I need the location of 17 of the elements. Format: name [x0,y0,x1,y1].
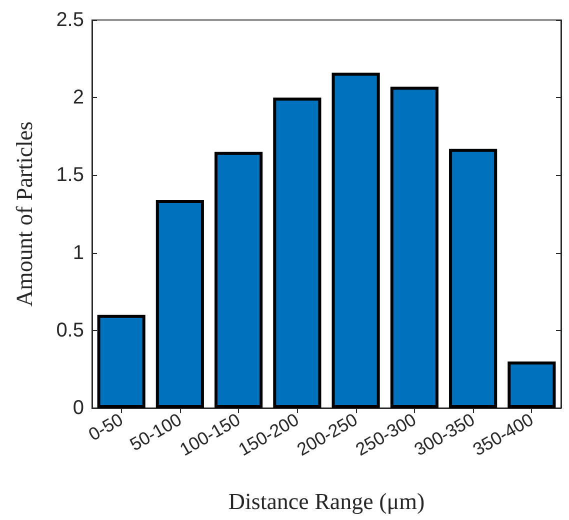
bar [449,148,498,408]
y-tick-label: 2.5 [56,9,84,31]
bar [214,152,263,408]
x-axis-title: Distance Range (μm) [228,489,425,514]
bar [390,86,438,408]
bar [273,98,322,408]
y-axis-title: Amount of Particles [12,121,37,307]
bar [97,314,146,408]
y-tick-label: 1.5 [56,164,84,186]
bar [156,200,204,408]
bar [332,72,380,408]
y-tick-label: 0 [72,397,84,419]
y-tick-label: 0.5 [56,319,84,342]
x-tick-label: 0-50 [85,409,126,445]
y-tick-label: 1 [72,242,84,264]
bar [508,361,556,408]
y-tick-label: 2 [72,86,84,109]
